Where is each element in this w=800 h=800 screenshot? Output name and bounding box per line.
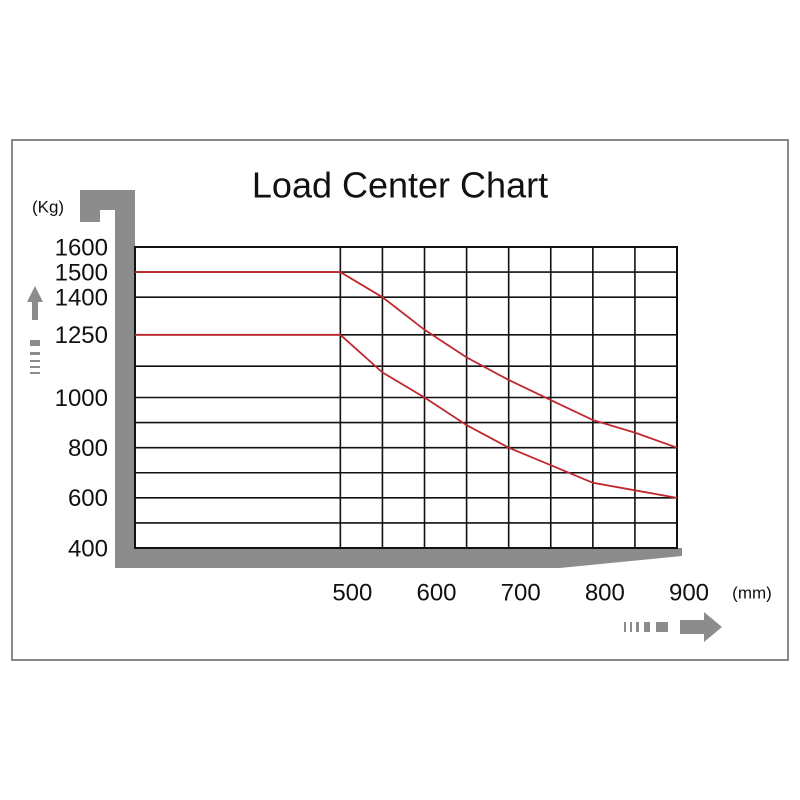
y-arrow-dash <box>30 352 40 355</box>
y-tick-label: 1600 <box>55 234 108 261</box>
y-unit: (Kg) <box>32 197 64 216</box>
x-arrow-dash <box>656 622 668 632</box>
y-arrow-dash <box>30 366 40 368</box>
x-arrow-dash <box>624 622 626 632</box>
series-line <box>135 333 678 499</box>
y-tick-label: 600 <box>68 485 108 512</box>
y-arrow-dash <box>30 372 40 374</box>
y-tick-label: 1400 <box>55 285 108 312</box>
y-tick-label: 1000 <box>55 385 108 412</box>
x-tick-label: 500 <box>332 579 372 606</box>
y-tick-label: 800 <box>68 435 108 462</box>
y-arrow-dash <box>30 340 40 346</box>
x-arrow-dash <box>630 622 632 632</box>
x-arrow <box>680 612 722 642</box>
y-arrow <box>27 286 43 320</box>
x-tick-label: 800 <box>585 579 625 606</box>
y-tick-label: 1500 <box>55 259 108 286</box>
frame <box>11 139 789 661</box>
x-tick-label: 600 <box>416 579 456 606</box>
x-tick-label: 900 <box>669 579 709 606</box>
y-arrow-dash <box>30 360 40 362</box>
series-line <box>135 271 678 449</box>
y-tick-label: 1250 <box>55 322 108 349</box>
x-unit: (mm) <box>732 583 772 602</box>
y-tick-label: 400 <box>68 535 108 562</box>
chart-title: Load Center Chart <box>252 165 548 206</box>
x-arrow-dash <box>636 622 639 632</box>
x-arrow-dash <box>644 622 650 632</box>
x-tick-label: 700 <box>501 579 541 606</box>
